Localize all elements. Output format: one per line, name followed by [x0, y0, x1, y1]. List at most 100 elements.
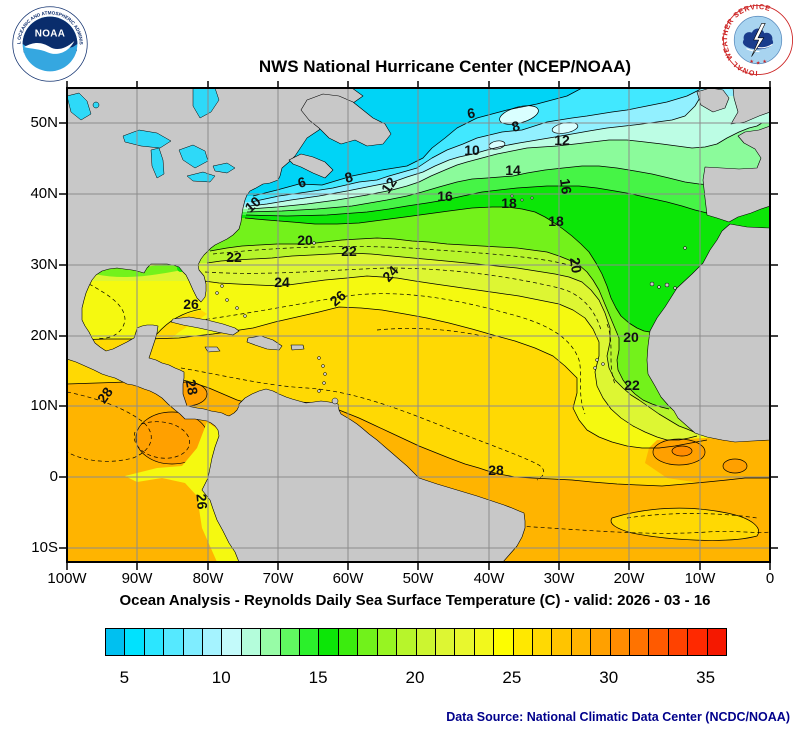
svg-text:★: ★ [756, 60, 761, 66]
colorbar-cell [183, 629, 204, 655]
colorbar-cell [203, 629, 223, 655]
x-axis-label-40W: 40W [473, 570, 505, 587]
colorbar-label-15: 15 [308, 668, 328, 687]
colorbar-label-35: 35 [696, 668, 716, 687]
contour-label-22: 22 [624, 377, 640, 393]
colorbar-cell [125, 629, 145, 655]
colorbar-cell [629, 629, 650, 655]
colorbar-cell [358, 629, 378, 655]
sst-map: 6 6 8 8 10 10 12 12 14 16 16 18 18 20 20 20 22 22 22 24 24 26… [59, 81, 778, 570]
x-axis-label-90W: 90W [121, 570, 153, 587]
colorbar-cell [571, 629, 592, 655]
colorbar-cell [222, 629, 242, 655]
y-axis-label-50N: 50N [30, 114, 58, 131]
nws-logo: NATIONAL WEATHER SERVICE ★★★ [722, 4, 793, 76]
contour-label-26: 26 [183, 296, 199, 312]
colorbar-label-20: 20 [405, 668, 425, 687]
contour-lines [67, 88, 770, 487]
contour-label-8: 8 [343, 168, 355, 186]
colorbar-cell [591, 629, 611, 655]
land-masses [67, 88, 770, 562]
graticule-gridlines [67, 88, 770, 562]
colorbar-cell [338, 629, 359, 655]
colorbar-cell [649, 629, 669, 655]
colorbar-label-10: 10 [211, 668, 231, 687]
y-axis-label-10S: 10S [31, 539, 58, 556]
contour-label-28: 28 [488, 462, 504, 478]
contour-label-22: 22 [341, 243, 357, 259]
colorbar-label-5: 5 [119, 668, 130, 687]
colorbar-label-25: 25 [502, 668, 522, 687]
colorbar-cell [377, 629, 398, 655]
noaa-seagull-icon [24, 40, 75, 54]
colorbar-cell [416, 629, 436, 655]
x-axis-label-100W: 100W [47, 570, 87, 587]
y-axis-label-10N: 10N [30, 397, 58, 414]
y-axis-label-40N: 40N [30, 185, 58, 202]
contour-label-14: 14 [505, 162, 521, 178]
svg-text:★: ★ [749, 59, 754, 65]
contour-label-8: 8 [510, 117, 522, 135]
contour-label-24: 24 [274, 274, 290, 290]
colorbar-cell [688, 629, 708, 655]
svg-text:★: ★ [762, 59, 767, 65]
contour-label-6: 6 [466, 104, 477, 121]
colorbar-cell [397, 629, 417, 655]
colorbar-cell [164, 629, 184, 655]
colorbar-cell [280, 629, 301, 655]
colorbar-cell [319, 629, 339, 655]
contour-label-16: 16 [437, 188, 453, 204]
colorbar-cell [261, 629, 281, 655]
contour-label-10: 10 [464, 142, 480, 158]
colorbar-cell [532, 629, 553, 655]
contour-label-6: 6 [296, 173, 308, 191]
contour-label-20: 20 [567, 256, 585, 274]
map-caption: Ocean Analysis - Reynolds Daily Sea Surf… [119, 592, 711, 609]
colorbar-cell [513, 629, 533, 655]
contour-label-16: 16 [557, 177, 575, 195]
colorbar-label-30: 30 [599, 668, 619, 687]
axis-ticks [59, 81, 778, 570]
x-axis-label-0: 0 [765, 570, 775, 587]
contour-label-18: 18 [501, 195, 517, 211]
y-axis-label-0: 0 [49, 468, 58, 485]
colorbar-cell [707, 629, 726, 655]
x-axis-label-20W: 20W [613, 570, 645, 587]
noaa-logo-label: NOAA [35, 28, 66, 39]
y-axis-label-30N: 30N [30, 256, 58, 273]
page-title: NWS National Hurricane Center (NCEP/NOAA… [258, 57, 632, 76]
contour-label-22: 22 [226, 249, 242, 265]
contour-label-26: 26 [193, 493, 210, 510]
x-axis-label-60W: 60W [332, 570, 364, 587]
colorbar-cell [300, 629, 320, 655]
noaa-logo: NATIONAL OCEANIC AND ATMOSPHERIC ADMINIS… [12, 6, 88, 82]
noaa-logo-sky [22, 16, 78, 51]
nws-lightning-icon [751, 23, 766, 57]
colorbar-cell [494, 629, 514, 655]
map-border [66, 87, 771, 563]
nws-stars: ★ ★ ★ [749, 59, 767, 66]
colorbar-cell [610, 629, 630, 655]
x-axis-label-80W: 80W [192, 570, 224, 587]
data-source-note: Data Source: National Climatic Data Cent… [446, 710, 790, 724]
x-axis-label-70W: 70W [262, 570, 294, 587]
colorbar-cell [474, 629, 495, 655]
x-axis-label-30W: 30W [543, 570, 575, 587]
colorbar-cell [144, 629, 165, 655]
contour-label-20: 20 [623, 329, 639, 345]
nws-wave-icon [746, 43, 773, 53]
colorbar-cell [668, 629, 689, 655]
colorbar-cell [552, 629, 572, 655]
contour-label-12: 12 [554, 132, 570, 148]
contour-label-18: 18 [548, 213, 564, 229]
contour-label-28: 28 [183, 378, 201, 396]
y-axis-label-20N: 20N [30, 327, 58, 344]
contour-label-20: 20 [297, 232, 313, 248]
x-axis-label-50W: 50W [402, 570, 434, 587]
colorbar-cell [435, 629, 456, 655]
lakes-and-bays [67, 88, 236, 183]
colorbar-cell [455, 629, 475, 655]
x-axis-label-10W: 10W [684, 570, 716, 587]
